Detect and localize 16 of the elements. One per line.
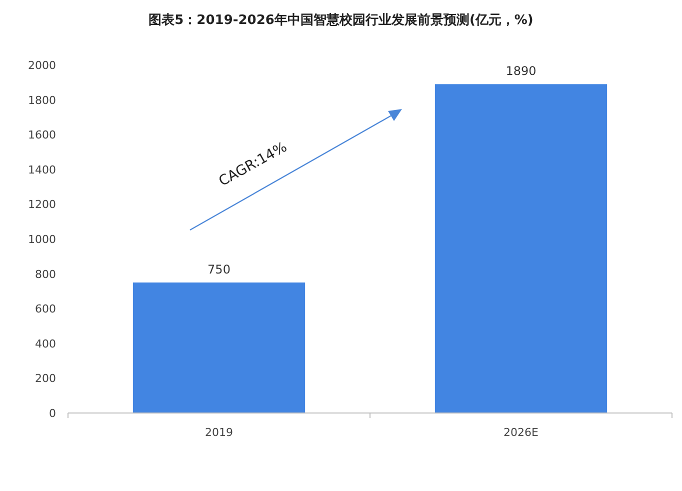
- y-tick-label: 600: [35, 302, 56, 316]
- x-tick-label: 2019: [205, 426, 233, 439]
- chart-title: 图表5：2019-2026年中国智慧校园行业发展前景预测(亿元，%): [148, 12, 534, 28]
- data-label: 750: [208, 262, 230, 276]
- y-tick-label: 800: [35, 268, 56, 281]
- y-tick-label: 1800: [28, 94, 56, 107]
- y-tick-label: 1600: [28, 128, 56, 142]
- data-label: 1890: [506, 64, 536, 78]
- y-tick-label: 1400: [28, 163, 56, 176]
- y-tick-label: 1200: [28, 198, 56, 212]
- y-tick-label: 1000: [28, 233, 56, 246]
- y-tick-label: 2000: [28, 59, 56, 72]
- y-tick-label: 0: [49, 407, 56, 420]
- x-tick-label: 2026E: [504, 426, 539, 439]
- y-tick-label: 400: [35, 337, 56, 350]
- y-tick-label: 200: [35, 372, 56, 386]
